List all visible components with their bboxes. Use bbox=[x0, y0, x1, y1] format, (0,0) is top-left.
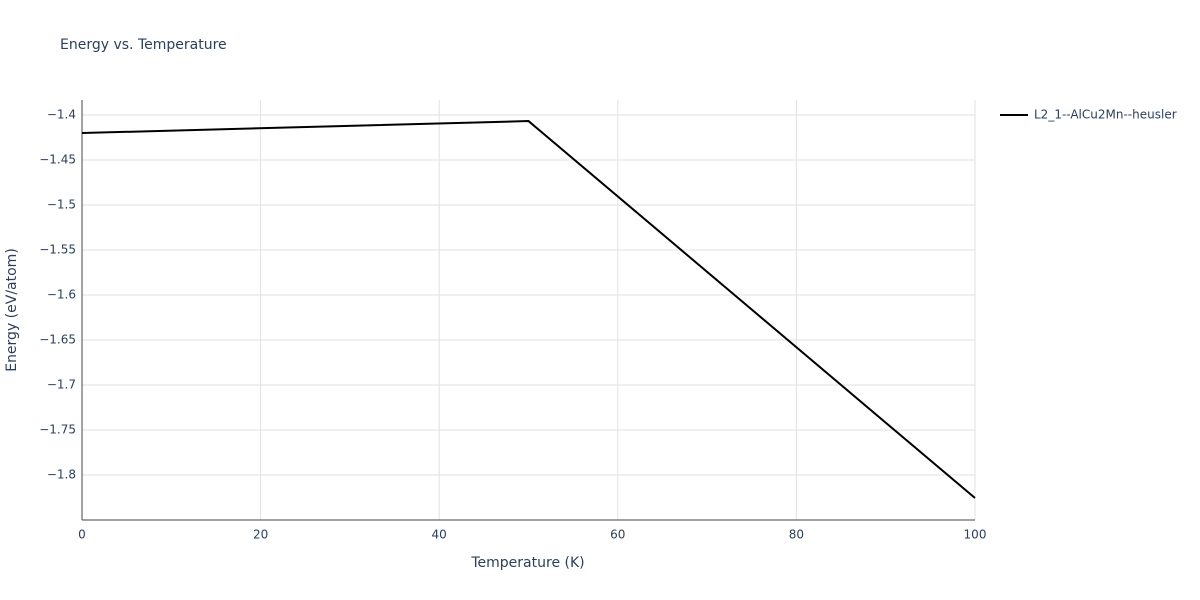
x-tick-label: 100 bbox=[964, 528, 987, 542]
line-series bbox=[81, 120, 976, 499]
x-tick-label: 0 bbox=[78, 528, 86, 542]
y-tick-label: −1.75 bbox=[39, 423, 76, 437]
x-tick-label: 60 bbox=[610, 528, 625, 542]
y-tick-label: −1.5 bbox=[47, 198, 76, 212]
y-axis-title: Energy (eV/atom) bbox=[4, 248, 20, 372]
y-tick-label: −1.55 bbox=[39, 243, 76, 257]
y-tick-label: −1.65 bbox=[39, 333, 76, 347]
y-tick-label: −1.6 bbox=[47, 288, 76, 302]
x-tick-label: 40 bbox=[432, 528, 447, 542]
y-tick-label: −1.8 bbox=[47, 468, 76, 482]
chart-title: Energy vs. Temperature bbox=[60, 37, 227, 53]
legend-label: L2_1--AlCu2Mn--heusler bbox=[1034, 108, 1177, 122]
x-tick-label: 20 bbox=[253, 528, 268, 542]
x-axis-title: Temperature (K) bbox=[470, 555, 584, 571]
y-tick-label: −1.45 bbox=[39, 153, 76, 167]
y-tick-label: −1.4 bbox=[47, 108, 76, 122]
x-tick-label: 80 bbox=[789, 528, 804, 542]
y-tick-label: −1.7 bbox=[47, 378, 76, 392]
